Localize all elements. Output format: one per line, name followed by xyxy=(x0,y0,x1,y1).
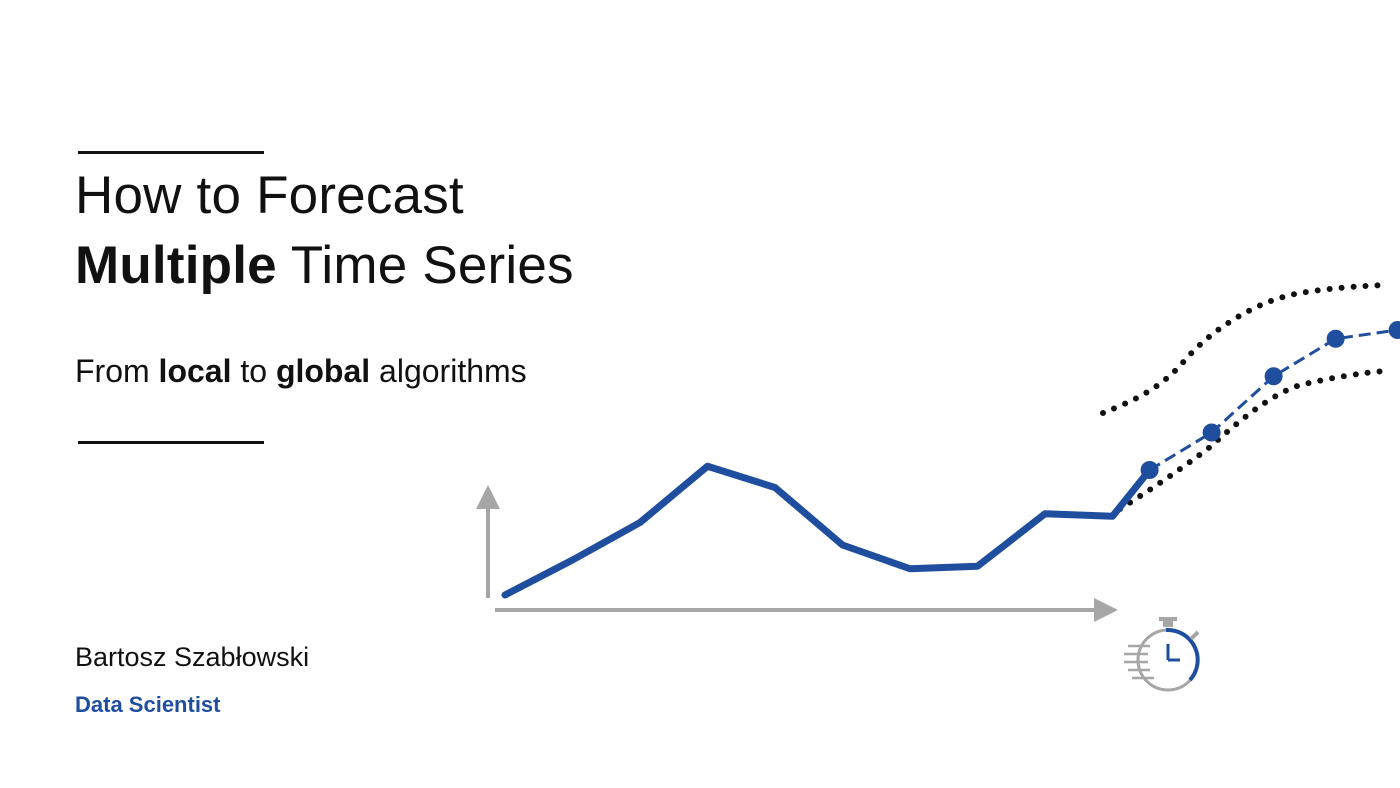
forecast-point xyxy=(1140,461,1159,479)
forecast-series-line xyxy=(1148,328,1398,472)
subtitle-part-1: From xyxy=(75,353,159,389)
author-role: Data Scientist xyxy=(75,692,221,717)
subtitle-emphasis-local: local xyxy=(158,353,232,389)
lower-confidence-band xyxy=(1117,368,1388,512)
forecast-point xyxy=(1326,329,1345,348)
title-line-1: How to Forecast xyxy=(75,166,464,226)
chart-layer xyxy=(501,321,1400,599)
stopwatch-icon xyxy=(1124,617,1200,692)
history-series-line xyxy=(501,462,1154,599)
subtitle-part-3: algorithms xyxy=(370,353,527,389)
title-emphasis: Multiple xyxy=(75,236,277,295)
subtitle-emphasis-global: global xyxy=(275,353,371,389)
title-line-2: Multiple Time Series xyxy=(75,236,574,296)
subtitle-part-2: to xyxy=(231,353,276,389)
forecast-point xyxy=(1388,321,1400,339)
author-name: Bartosz Szabłowski xyxy=(75,642,310,672)
title-top-rule xyxy=(78,151,264,154)
title-text-rest: Time Series xyxy=(276,236,574,295)
forecast-point xyxy=(1202,423,1221,442)
title-text: How to Forecast xyxy=(75,166,464,225)
title-bottom-rule xyxy=(78,441,264,444)
upper-confidence-band xyxy=(1100,282,1388,416)
subtitle: From local to global algorithms xyxy=(75,351,527,391)
forecast-point xyxy=(1264,367,1283,386)
